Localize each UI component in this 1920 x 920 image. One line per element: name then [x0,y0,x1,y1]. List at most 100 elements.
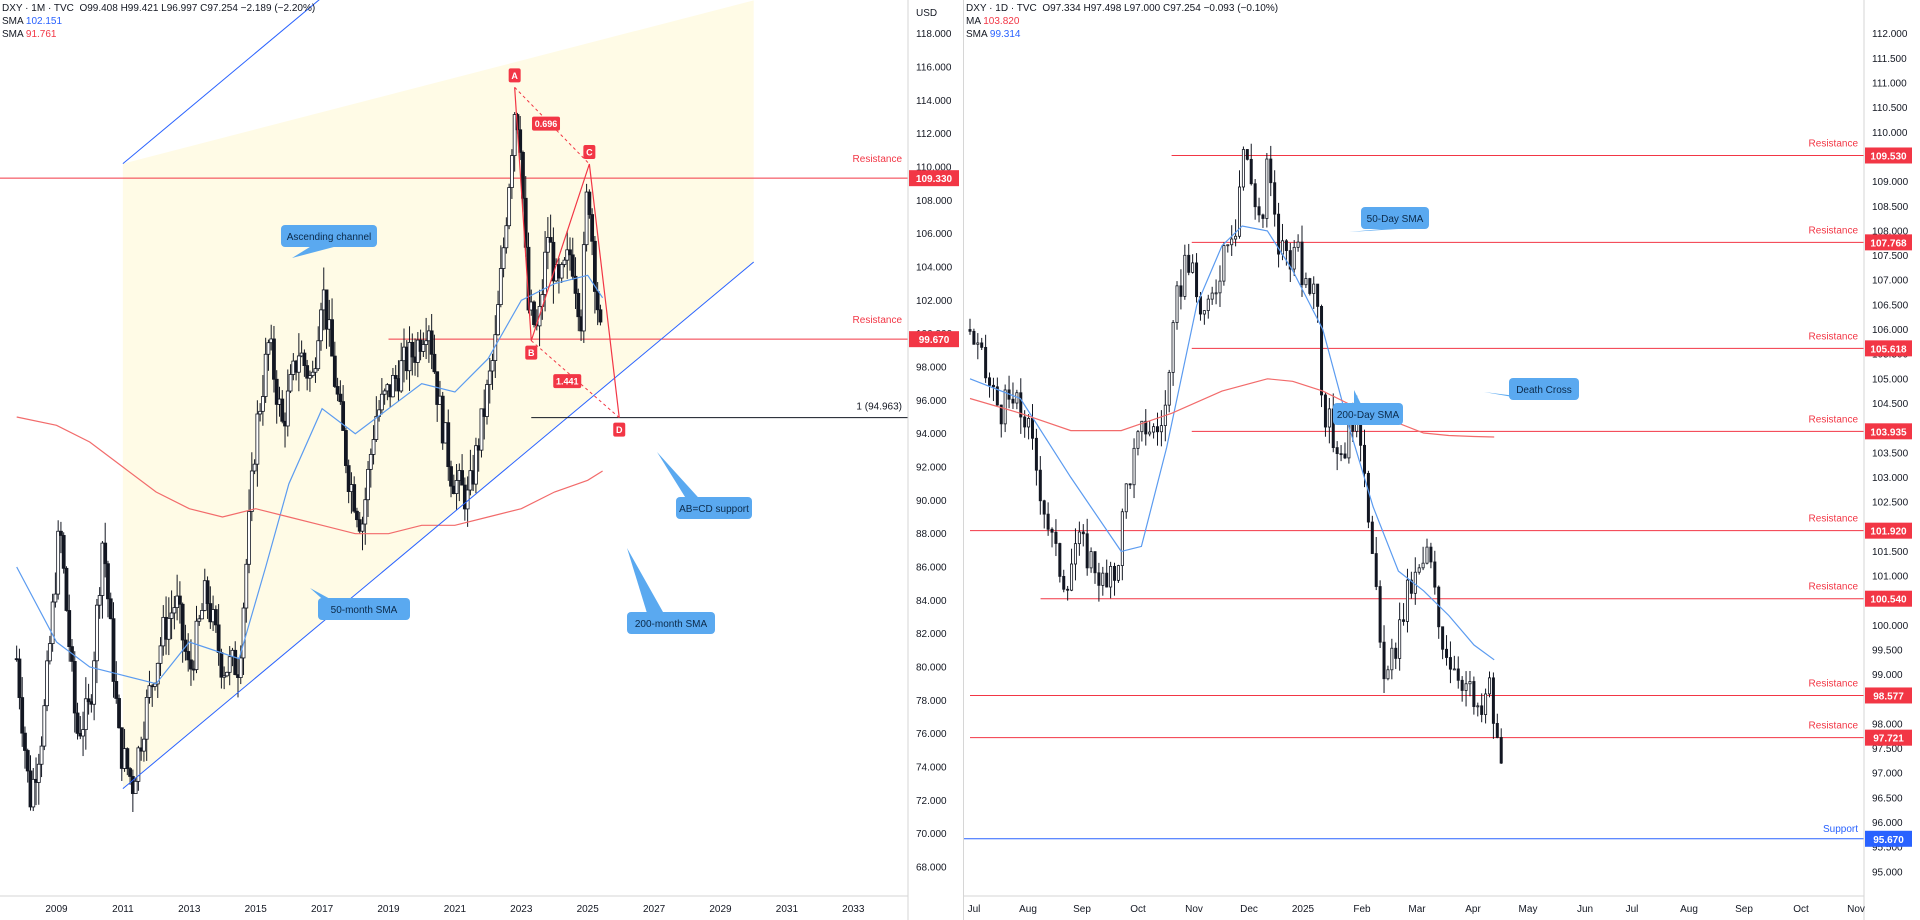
monthly-currency: USD [916,8,937,19]
candle-body [1480,705,1484,715]
daily-price-tag [1865,687,1912,704]
candle-body [1042,500,1046,515]
candle-body [1491,677,1495,724]
candle-body [1456,668,1460,681]
candle-body [1050,528,1054,533]
candle-body [1054,531,1058,544]
candle-body [584,191,589,246]
sma-200-month-callout [627,612,715,634]
monthly-x-tick: 2029 [709,904,732,915]
candle-body [972,330,976,345]
daily-x-tick: Oct [1793,904,1809,915]
candle-body [1171,322,1175,373]
candle-body [1386,669,1390,680]
candle-body [238,657,243,678]
daily-x-tick: Aug [1680,904,1698,915]
candle-body [346,465,351,492]
candle-body [1081,531,1085,535]
candle-body [1445,648,1449,658]
resistance-label: Resistance [1809,721,1859,732]
candle-body [562,259,567,265]
monthly-y-tick: 112.000 [916,129,952,140]
candle-body [189,659,193,670]
candle-body [1191,262,1195,273]
sma-200-day-callout-text: 200-Day SMA [1337,410,1400,421]
daily-time-axis[interactable]: Jul Aug Sep Oct Nov Dec 2025 Feb Mar Apr May Jun Jul… [964,895,1865,915]
candle-body [504,225,509,249]
ascending-channel-callout-text: Ascending channel [287,232,372,243]
monthly-x-tick: 2009 [45,904,68,915]
daily-y-tick: 99.000 [1872,670,1903,681]
candle-body [241,607,246,659]
daily-symbol: DXY · 1D · TVC [966,3,1037,14]
candle-body [1011,398,1015,404]
candle-body [1476,705,1480,708]
daily-x-tick: Sep [1073,904,1091,915]
candle-body [352,484,357,512]
candle-body [1234,235,1238,240]
resistance-label: Resistance [1809,678,1859,689]
candle-body [310,371,315,376]
candle-body [490,360,495,372]
daily-price-tag-text: 109.530 [1870,151,1907,162]
monthly-chart-svg[interactable]: Resistance Resistance A B C D 0.696 1.441 1 (9… [0,0,960,920]
daily-y-tick: 111.000 [1872,79,1907,90]
abcd-legs [514,87,620,418]
candle-body [1320,306,1324,396]
daily-y-tick: 95.000 [1872,867,1903,878]
candle-body [368,453,373,470]
daily-chart-panel[interactable]: DXY · 1D · TVC O97.334 H97.498 L97.000 C… [963,0,1920,920]
candle-body [1155,426,1159,433]
monthly-y-tick: 82.000 [916,629,947,640]
candle-body [59,530,63,536]
candle-body [92,660,97,705]
candle-body [1382,641,1386,680]
daily-y-tick: 96.500 [1872,793,1903,804]
candle-body [222,675,227,678]
monthly-price-tag-text: 99.670 [919,335,950,346]
daily-x-tick: Feb [1353,904,1371,915]
candle-body [968,329,972,332]
candle-body [169,612,174,619]
candle-body [1378,586,1382,643]
candle-body [1343,453,1347,459]
daily-price-axis[interactable]: 112.000 111.500 111.000 110.500 110.000 109.5… [1863,0,1920,920]
daily-x-tick: Dec [1240,904,1258,915]
death-cross-callout-text: Death Cross [1516,385,1572,396]
resistance-label: Resistance [1809,138,1859,149]
candle-body [393,375,398,379]
candle-body [1027,418,1031,428]
monthly-y-tick: 74.000 [916,763,947,774]
monthly-time-axis[interactable]: 2009 2011 2013 2015 2017 2019 2021 2023 2025 2027… [0,895,908,915]
candle-body [20,697,25,734]
monthly-legend: DXY · 1M · TVC O99.408 H99.421 L96.997 C… [2,2,315,41]
candle-body [573,275,578,294]
candle-body [338,393,343,402]
candle-body [125,748,130,770]
candle-body [1058,543,1062,577]
candle-body [147,685,152,698]
daily-x-tick: Nov [1185,904,1203,915]
sma-200-month-callout-pointer [627,548,676,634]
candle-body [592,240,597,292]
daily-y-tick: 107.000 [1872,276,1909,287]
monthly-y-tick: 104.000 [916,263,953,274]
daily-y-tick: 105.000 [1872,374,1909,385]
monthly-price-axis[interactable]: USD118.000116.000114.000112.000110.00010… [907,0,960,920]
abcd-point-label: D [616,425,623,435]
candle-body [1089,551,1093,569]
monthly-chart-panel[interactable]: DXY · 1M · TVC O99.408 H99.421 L96.997 C… [0,0,960,920]
candle-body [166,618,171,640]
daily-y-tick: 107.500 [1872,251,1909,262]
daily-chart-svg[interactable]: Resistance Resistance Resistance Resistance… [964,0,1920,920]
monthly-y-tick: 98.000 [916,363,947,374]
candle-body [42,705,47,747]
resistance-label: Resistance [1809,331,1859,342]
daily-candles [968,143,1503,764]
abcd-ratio-ac-text: 0.696 [535,119,558,129]
daily-x-tick: May [1519,904,1538,915]
ascending-channel-callout-pointer [292,247,334,258]
candle-body [424,340,429,345]
monthly-sma2-label: SMA [2,29,24,40]
daily-ma-label: MA [966,16,981,27]
